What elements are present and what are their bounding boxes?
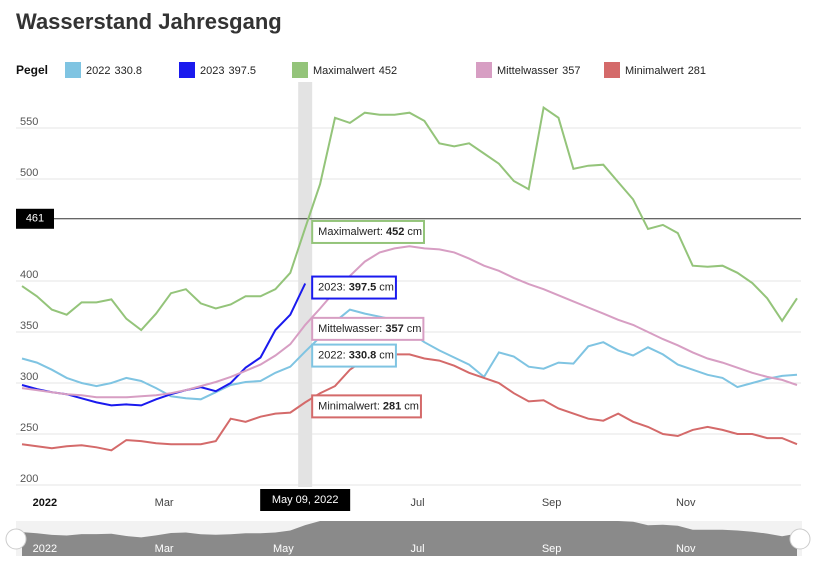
legend-title: Pegel bbox=[16, 63, 48, 77]
tooltip-value: 330.8 bbox=[349, 349, 377, 361]
series-line bbox=[21, 105, 798, 332]
legend-label: 2023 397.5 bbox=[200, 65, 256, 77]
plot-line-label-box bbox=[16, 208, 54, 229]
tooltip-name: Minimalwert bbox=[318, 400, 377, 412]
tooltip-unit: cm bbox=[404, 400, 419, 412]
tooltip-name: Mittelwasser bbox=[318, 323, 379, 335]
navigator-label: May bbox=[273, 543, 294, 555]
tooltip-sep: : bbox=[380, 226, 383, 238]
tooltip-text: Maximalwert: 452 cm bbox=[318, 226, 422, 238]
plot-background bbox=[16, 82, 801, 487]
legend-label: Mittelwasser 357 bbox=[497, 65, 580, 77]
navigator-handle bbox=[789, 528, 811, 550]
y-tick-label: 550 bbox=[20, 116, 38, 128]
legend-name: 2022 bbox=[86, 65, 110, 77]
legend-swatch bbox=[604, 62, 620, 78]
tooltip-name: 2023 bbox=[318, 281, 342, 293]
legend-name: 2023 bbox=[200, 65, 224, 77]
chart-title: Wasserstand Jahresgang bbox=[16, 9, 282, 34]
legend-name: Mittelwasser bbox=[497, 65, 558, 77]
tooltip-value: 357 bbox=[385, 323, 403, 335]
tooltip-box bbox=[311, 316, 425, 341]
y-tick-label: 250 bbox=[20, 422, 38, 434]
navigator-label: Nov bbox=[676, 543, 696, 555]
navigator-label: Mar bbox=[155, 543, 174, 555]
legend-label: Maximalwert 452 bbox=[313, 65, 397, 77]
legend-swatch bbox=[65, 62, 81, 78]
tooltip-text: Mittelwasser: 357 cm bbox=[318, 323, 421, 335]
tooltip-box bbox=[311, 343, 397, 368]
navigator-label: Sep bbox=[542, 543, 562, 555]
x-tick-label: Mar bbox=[155, 497, 174, 509]
y-tick-label: 400 bbox=[20, 269, 38, 281]
tooltip-sep: : bbox=[377, 400, 380, 412]
navigator-handle bbox=[5, 528, 27, 550]
legend-label: 2022 330.8 bbox=[86, 65, 142, 77]
legend-swatch bbox=[179, 62, 195, 78]
navigator-area bbox=[22, 521, 797, 556]
tooltip-name: Maximalwert bbox=[318, 226, 380, 238]
tooltip-box bbox=[311, 219, 426, 244]
x-tick-label: Sep bbox=[542, 497, 562, 509]
crosshair-label-box bbox=[260, 489, 351, 511]
tooltip-value: 397.5 bbox=[349, 281, 377, 293]
navigator-label: Jul bbox=[410, 543, 424, 555]
y-tick-label: 200 bbox=[20, 473, 38, 485]
crosshair-label: May 09, 2022 bbox=[272, 494, 339, 506]
tooltip-text: 2023: 397.5 cm bbox=[318, 281, 394, 293]
y-tick-label: 500 bbox=[20, 167, 38, 179]
tooltip-unit: cm bbox=[379, 281, 394, 293]
tooltip-name: 2022 bbox=[318, 349, 342, 361]
tooltip-sep: : bbox=[379, 323, 382, 335]
x-tick-label: Nov bbox=[676, 497, 696, 509]
legend-value: 281 bbox=[688, 65, 706, 77]
legend-swatch bbox=[292, 62, 308, 78]
y-tick-label: 350 bbox=[20, 320, 38, 332]
tooltip-sep: : bbox=[343, 281, 346, 293]
navigator-label: 2022 bbox=[33, 543, 57, 555]
legend-value: 330.8 bbox=[114, 65, 142, 77]
legend-swatch bbox=[476, 62, 492, 78]
x-tick-label: Jul bbox=[410, 497, 424, 509]
series-line bbox=[21, 353, 798, 452]
tooltip-box bbox=[311, 275, 397, 300]
tooltip-box bbox=[311, 394, 422, 419]
tooltip-value: 281 bbox=[383, 400, 401, 412]
tooltip-unit: cm bbox=[379, 349, 394, 361]
series-line bbox=[21, 245, 798, 399]
tooltip-sep: : bbox=[343, 349, 346, 361]
legend-value: 397.5 bbox=[228, 65, 256, 77]
y-tick-label: 300 bbox=[20, 371, 38, 383]
tooltip-value: 452 bbox=[386, 226, 404, 238]
tooltip-unit: cm bbox=[407, 226, 422, 238]
legend-name: Minimalwert bbox=[625, 65, 684, 77]
legend-value: 357 bbox=[562, 65, 580, 77]
plot-line-label: 461 bbox=[26, 213, 44, 225]
legend-name: Maximalwert bbox=[313, 65, 375, 77]
tooltip-text: 2022: 330.8 cm bbox=[318, 349, 394, 361]
legend-value: 452 bbox=[379, 65, 397, 77]
tooltip-unit: cm bbox=[407, 323, 422, 335]
x-tick-label: 2022 bbox=[33, 497, 57, 509]
legend-label: Minimalwert 281 bbox=[625, 65, 706, 77]
tooltip-text: Minimalwert: 281 cm bbox=[318, 400, 419, 412]
